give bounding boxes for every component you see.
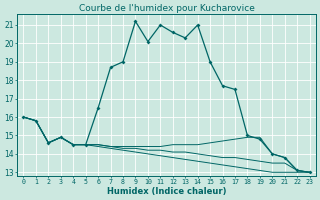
- Title: Courbe de l'humidex pour Kucharovice: Courbe de l'humidex pour Kucharovice: [79, 4, 254, 13]
- X-axis label: Humidex (Indice chaleur): Humidex (Indice chaleur): [107, 187, 226, 196]
